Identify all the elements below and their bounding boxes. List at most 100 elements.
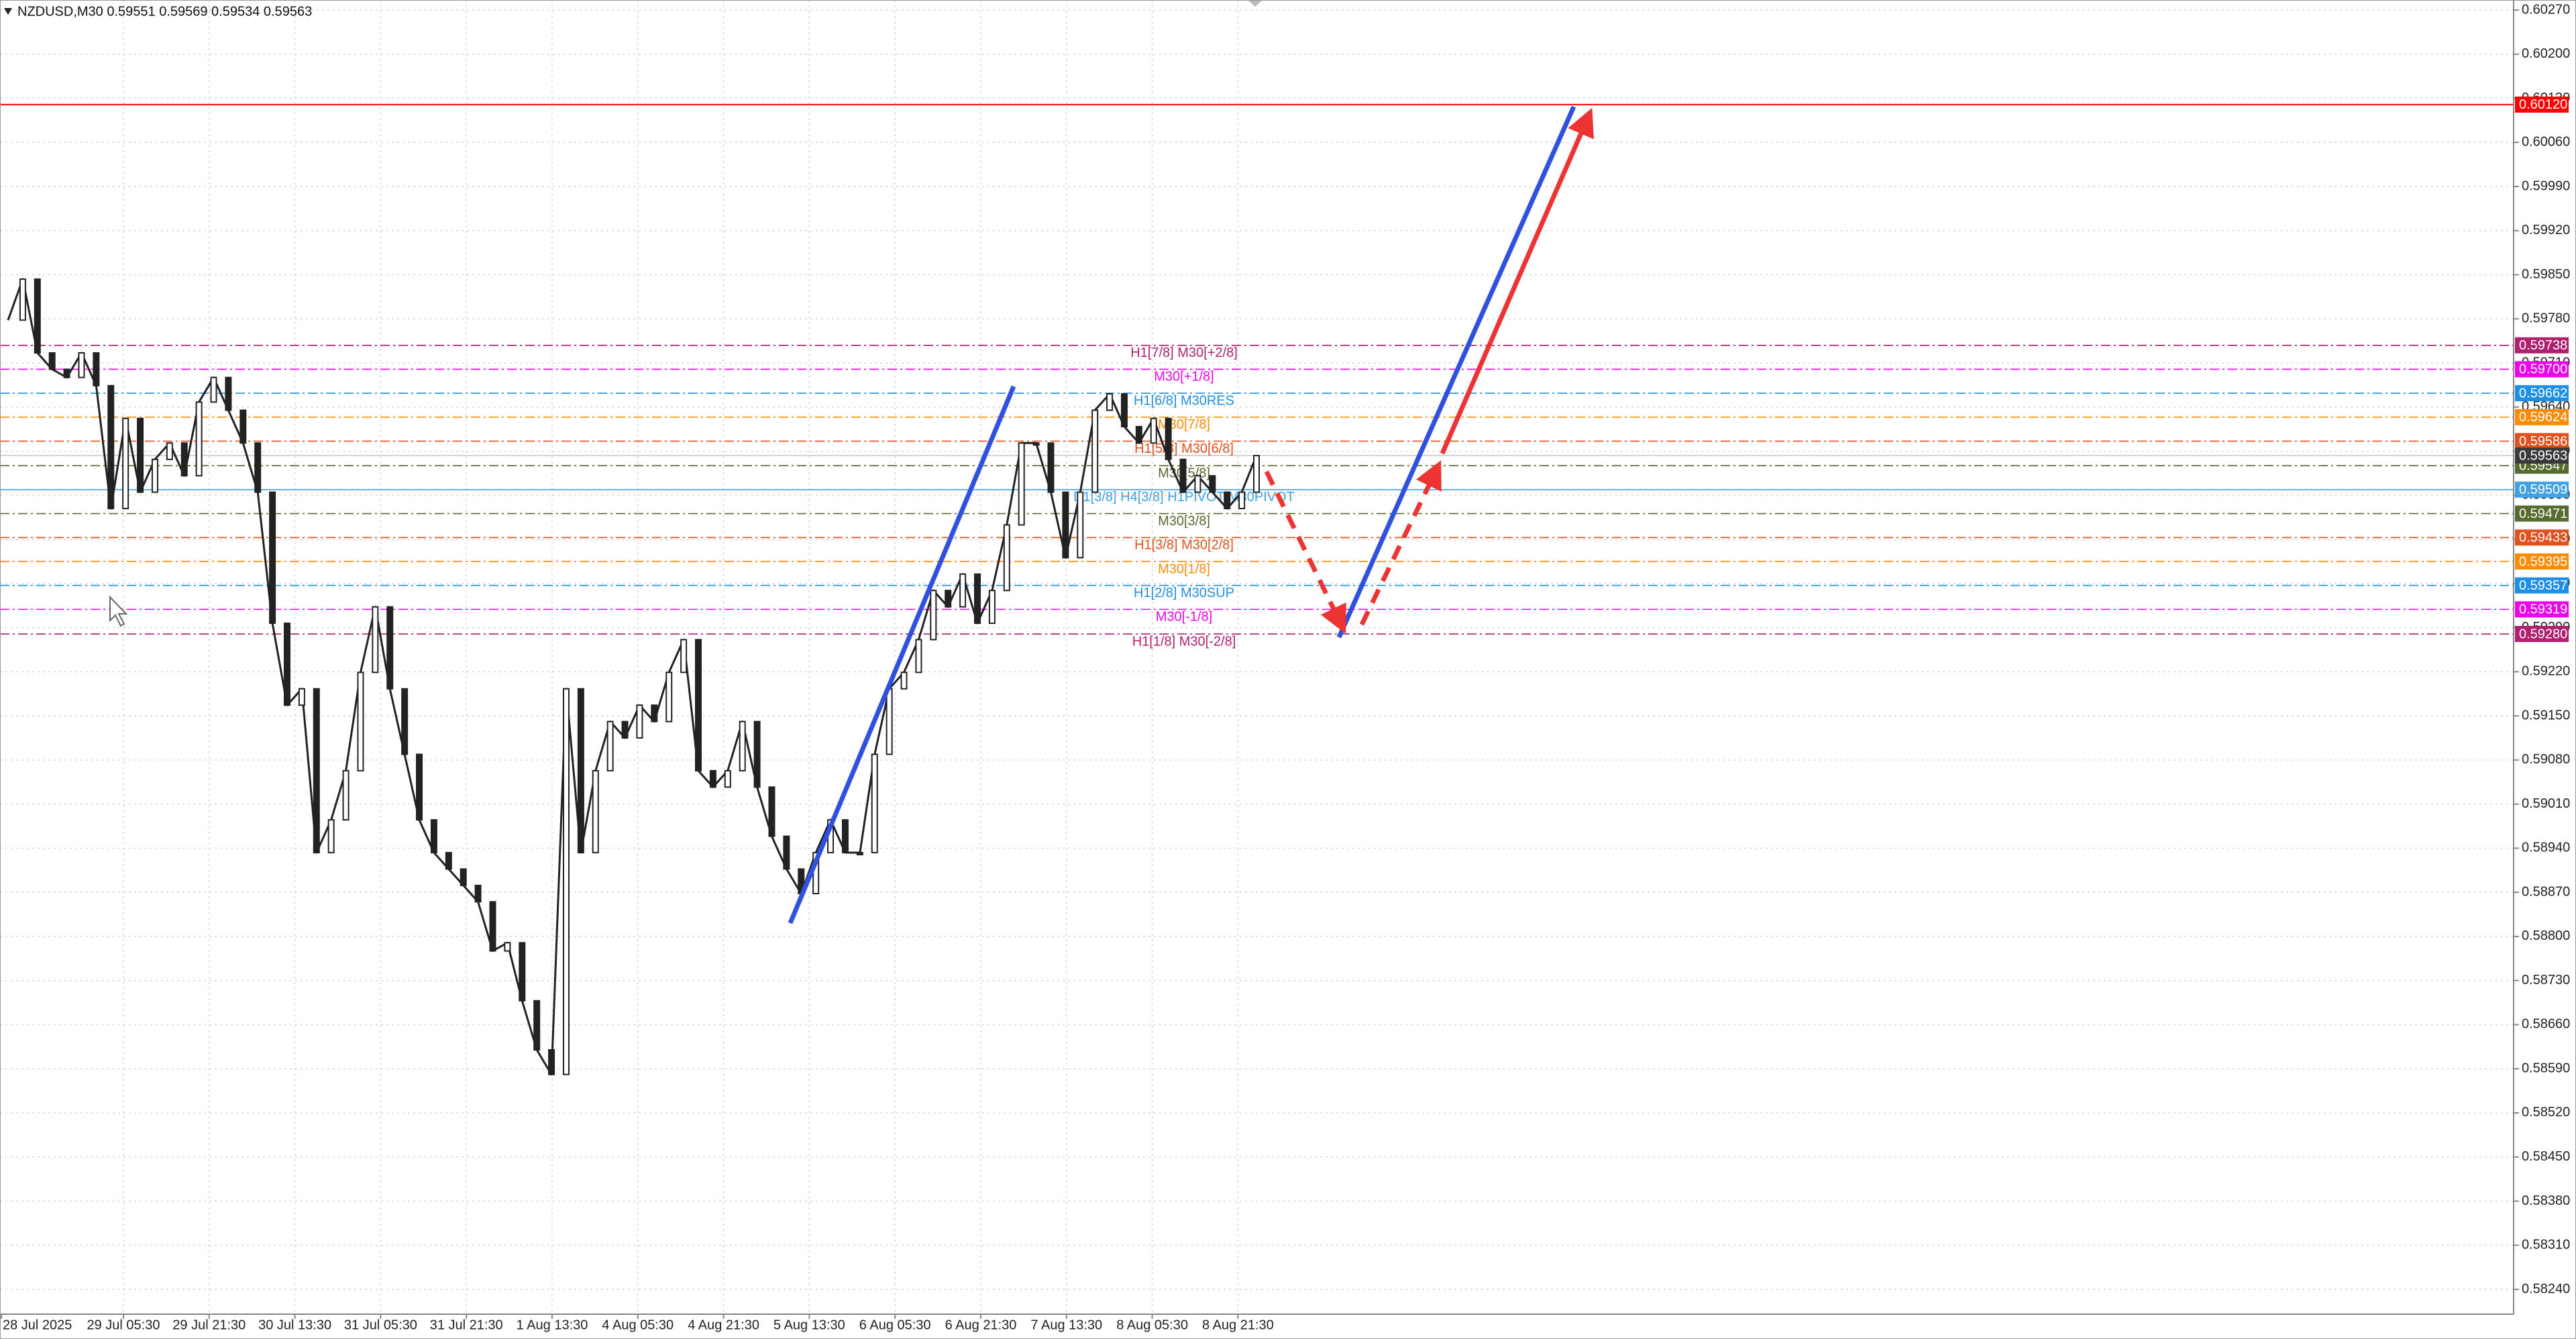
level-label: H1[5/8] M30[6/8] [1134, 441, 1234, 456]
candle [1047, 442, 1055, 493]
y-tick-label: 0.58940 [2522, 841, 2570, 855]
y-tick-label: 0.59780 [2522, 311, 2570, 326]
x-tick-label: 5 Aug 13:30 [773, 1318, 845, 1332]
candle [900, 672, 908, 690]
x-tick-label: 6 Aug 21:30 [945, 1318, 1017, 1332]
candle [606, 720, 614, 771]
menu-arrow[interactable] [4, 8, 12, 15]
candle [504, 942, 511, 952]
x-tick-label: 29 Jul 05:30 [87, 1318, 160, 1332]
candle [1238, 491, 1246, 510]
x-tick-label: 30 Jul 13:30 [258, 1318, 331, 1332]
candle [1150, 417, 1157, 444]
level-label: M30[+1/8] [1154, 370, 1214, 384]
price-tag-label: 0.59280 [2519, 627, 2567, 641]
y-tick-label: 0.58800 [2522, 928, 2570, 943]
candle [1091, 409, 1099, 493]
candle [357, 672, 364, 771]
candle [151, 458, 158, 493]
candle [34, 278, 41, 354]
x-tick-label: 1 Aug 13:30 [517, 1318, 588, 1332]
candle [1077, 491, 1084, 559]
candle [416, 753, 423, 821]
x-tick-label: 29 Jul 21:30 [172, 1318, 246, 1332]
price-tag [2515, 577, 2569, 594]
candle [1062, 491, 1069, 559]
y-tick-label: 0.58730 [2522, 973, 2570, 987]
trend-line [1336, 105, 1576, 639]
candle [93, 352, 100, 386]
annotations [109, 0, 1594, 924]
candle [327, 819, 335, 853]
price-tag [2515, 505, 2569, 522]
candle [430, 819, 437, 853]
price-tags: 0.597380.597000.596620.596240.595860.595… [2515, 96, 2569, 643]
y-tick-label: 0.58520 [2522, 1105, 2570, 1120]
candle [180, 442, 188, 477]
candle [885, 688, 893, 755]
y-tick-label: 0.58660 [2522, 1017, 2570, 1032]
candle [1194, 475, 1201, 493]
level-label: H1[3/8] M30[2/8] [1134, 538, 1234, 553]
candle [254, 442, 262, 493]
price-tag [2515, 385, 2569, 402]
x-tick-label: 31 Jul 05:30 [344, 1318, 417, 1332]
candle [562, 688, 570, 1075]
candle [313, 688, 320, 853]
price-series [7, 278, 1260, 1076]
y-tick-label: 0.60200 [2522, 46, 2570, 61]
candle [695, 639, 702, 771]
level-label: M30[-1/8] [1156, 610, 1212, 625]
price-tag-label: 0.59563 [2519, 448, 2567, 463]
forecast-arrow [1440, 107, 1594, 455]
candle [959, 573, 967, 608]
y-tick-label: 0.59150 [2522, 708, 2570, 722]
candle [621, 720, 629, 739]
price-tag-label: 0.59586 [2519, 434, 2567, 449]
x-tick-label: 8 Aug 21:30 [1202, 1318, 1274, 1332]
candle [533, 1000, 541, 1051]
candle [548, 1049, 555, 1075]
y-tick-label: 0.58240 [2522, 1281, 2570, 1296]
candle [1106, 393, 1114, 411]
candle [78, 352, 85, 378]
candle [768, 786, 775, 837]
candle [1135, 425, 1142, 444]
price-tag-label: 0.59433 [2519, 531, 2567, 545]
candle [210, 376, 217, 403]
price-tag-label: 0.59319 [2519, 602, 2567, 617]
candle [945, 590, 952, 608]
candle [1018, 442, 1025, 526]
candle [915, 639, 922, 674]
candle [342, 769, 350, 821]
y-tick-label: 0.60060 [2522, 135, 2570, 150]
candle [577, 688, 584, 853]
candle [283, 623, 290, 706]
price-tag-label: 0.59624 [2519, 410, 2567, 425]
price-tag [2515, 601, 2569, 618]
level-label: M30[3/8] [1158, 514, 1210, 529]
x-tick-label: 4 Aug 05:30 [602, 1318, 674, 1332]
x-tick-label: 8 Aug 05:30 [1116, 1318, 1188, 1332]
candle [166, 442, 173, 460]
x-tick-label: 6 Aug 05:30 [859, 1318, 931, 1332]
candle [1224, 491, 1231, 510]
candle [592, 769, 599, 853]
candle [137, 417, 144, 493]
candle [739, 720, 746, 771]
candle [372, 606, 379, 674]
y-tick-label: 0.58310 [2522, 1238, 2570, 1252]
level-label: H1[6/8] M30RES [1134, 393, 1234, 408]
price-tag [2515, 553, 2569, 570]
candle [636, 704, 643, 739]
y-tick-label: 0.59850 [2522, 267, 2570, 282]
candle [709, 769, 716, 788]
price-tag [2515, 447, 2569, 464]
y-tick-label: 0.60270 [2522, 2, 2570, 17]
level-label: H1[2/8] M30SUP [1134, 586, 1234, 600]
price-tag [2515, 481, 2569, 498]
candle [401, 688, 409, 755]
